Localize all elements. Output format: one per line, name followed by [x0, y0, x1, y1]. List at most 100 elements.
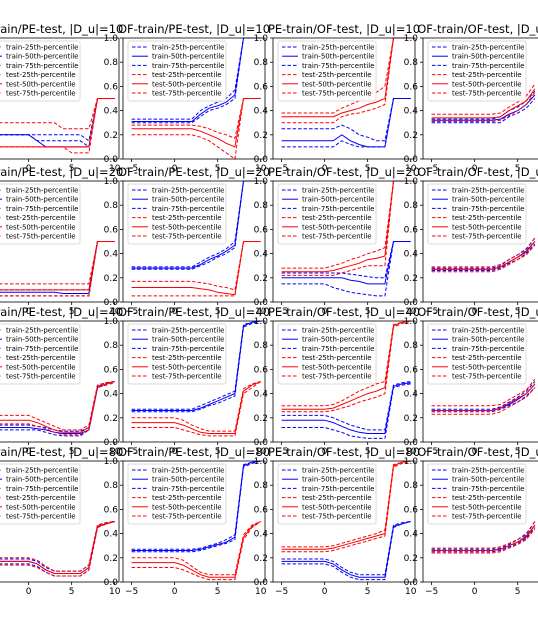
- series-line-train-50th-percentile: [431, 241, 536, 270]
- series-line-train-75th-percentile: [0, 241, 115, 291]
- y-tick-label: 0.4: [404, 107, 419, 117]
- legend-label: test-75th-percentile: [452, 90, 522, 98]
- legend: train-25th-percentiletrain-50th-percenti…: [0, 40, 81, 102]
- series-line-test-75th-percentile: [431, 378, 536, 407]
- legend-label: test-25th-percentile: [152, 71, 222, 79]
- x-tick-label: −5: [425, 587, 438, 597]
- legend-box: [0, 463, 81, 525]
- x-tick-label: 5: [515, 587, 521, 597]
- legend-box: [427, 463, 527, 525]
- legend-label: train-50th-percentile: [152, 476, 224, 484]
- series-line-train-25th-percentile: [0, 241, 115, 297]
- series-line-test-75th-percentile: [431, 521, 536, 549]
- series-line-test-75th-percentile: [0, 381, 115, 431]
- x-tick-label: 5: [515, 447, 521, 457]
- legend-label: test-75th-percentile: [6, 233, 76, 241]
- y-tick-label: 0.6: [104, 505, 119, 515]
- x-tick-label: 10: [405, 307, 417, 317]
- subplot-title: PE-train/PE-test, |D_u|=80: [0, 445, 123, 459]
- y-tick-label: 1.0: [404, 457, 419, 467]
- subplot-12: OF-train/OF-test, |D_u|=40−505100.00.20.…: [404, 305, 538, 457]
- y-tick-label: 1.0: [104, 34, 119, 44]
- legend: train-25th-percentiletrain-50th-percenti…: [277, 323, 377, 385]
- series-line-train-75th-percentile: [131, 37, 261, 120]
- legend-label: test-75th-percentile: [152, 233, 222, 241]
- series-line-train-50th-percentile: [281, 241, 411, 285]
- x-tick-label: 5: [69, 447, 75, 457]
- plot-frame: [422, 320, 538, 443]
- y-tick-label: 0.0: [404, 298, 419, 308]
- y-tick-label: 0.8: [254, 201, 269, 211]
- y-tick-label: 0.6: [404, 225, 419, 235]
- subplot-title: PE-train/OF-test, |D_u|=40: [268, 305, 420, 319]
- y-tick-label: 0.8: [254, 58, 269, 68]
- legend-label: test-25th-percentile: [152, 494, 222, 502]
- series-line-train-75th-percentile: [281, 381, 411, 431]
- series-line-train-50th-percentile: [0, 521, 115, 574]
- series-line-train-75th-percentile: [431, 521, 536, 550]
- x-tick-label: −5: [275, 587, 288, 597]
- series-line-test-25th-percentile: [0, 382, 115, 436]
- legend-label: train-75th-percentile: [152, 205, 224, 213]
- x-tick-label: 10: [405, 447, 417, 457]
- y-tick-label: 0.6: [254, 82, 269, 92]
- x-tick-label: 10: [109, 587, 121, 597]
- legend-label: train-75th-percentile: [152, 345, 224, 353]
- legend-label: test-50th-percentile: [302, 223, 372, 231]
- plot-frame: [272, 37, 416, 160]
- legend-label: test-50th-percentile: [302, 503, 372, 511]
- legend-label: test-25th-percentile: [302, 214, 372, 222]
- series-line-train-75th-percentile: [431, 90, 536, 120]
- series-line-test-75th-percentile: [431, 83, 536, 115]
- y-tick-label: 0.8: [404, 481, 419, 491]
- plot-frame: [122, 180, 266, 303]
- y-tick-label: 1.0: [104, 177, 119, 187]
- y-tick-label: 0.6: [254, 365, 269, 375]
- plot-frame: [272, 460, 416, 583]
- series-line-test-75th-percentile: [281, 180, 411, 269]
- y-tick-label: 0.4: [254, 530, 269, 540]
- y-tick-label: 1.0: [104, 457, 119, 467]
- legend-label: train-25th-percentile: [452, 187, 524, 195]
- x-tick-label: 5: [365, 447, 371, 457]
- series-line-train-75th-percentile: [281, 241, 411, 279]
- x-tick-label: −5: [275, 164, 288, 174]
- series-line-train-25th-percentile: [281, 98, 411, 148]
- x-tick-label: 10: [109, 307, 121, 317]
- legend-label: test-50th-percentile: [452, 363, 522, 371]
- series-line-test-25th-percentile: [131, 381, 261, 437]
- series-line-test-50th-percentile: [431, 241, 536, 270]
- legend-label: train-50th-percentile: [302, 336, 374, 344]
- x-tick-label: −5: [125, 587, 138, 597]
- subplot-title: PE-train/OF-test, |D_u|=20: [268, 165, 420, 179]
- legend-box: [427, 323, 527, 385]
- series-line-test-25th-percentile: [131, 98, 261, 160]
- x-tick-label: 5: [215, 587, 221, 597]
- y-tick-label: 0.6: [104, 82, 119, 92]
- legend-box: [0, 323, 81, 385]
- legend-label: train-50th-percentile: [302, 476, 374, 484]
- y-tick-label: 0.4: [104, 250, 119, 260]
- x-tick-label: 0: [472, 587, 478, 597]
- legend-label: train-50th-percentile: [452, 196, 524, 204]
- series-line-test-50th-percentile: [0, 241, 115, 291]
- legend-box: [127, 463, 227, 525]
- legend: train-25th-percentiletrain-50th-percenti…: [127, 183, 227, 245]
- x-tick-label: −5: [275, 447, 288, 457]
- legend-label: train-25th-percentile: [6, 187, 78, 195]
- series-line-train-25th-percentile: [281, 383, 411, 439]
- legend-label: train-50th-percentile: [302, 196, 374, 204]
- y-tick-label: 0.6: [104, 225, 119, 235]
- subplot-15: PE-train/OF-test, |D_u|=80−5 0 5 100.00.20.…: [254, 445, 420, 597]
- plot-frame: [122, 37, 266, 160]
- legend-label: test-50th-percentile: [152, 363, 222, 371]
- y-tick-label: 0.6: [404, 82, 419, 92]
- y-tick-label: 0.0: [104, 578, 119, 588]
- legend-label: test-25th-percentile: [302, 494, 372, 502]
- plot-frame: [272, 180, 416, 303]
- legend-label: test-50th-percentile: [302, 80, 372, 88]
- series-line-train-50th-percentile: [431, 524, 536, 551]
- subplot-title: PE-train/PE-test, |D_u|=10: [0, 22, 123, 36]
- legend-label: train-25th-percentile: [152, 327, 224, 335]
